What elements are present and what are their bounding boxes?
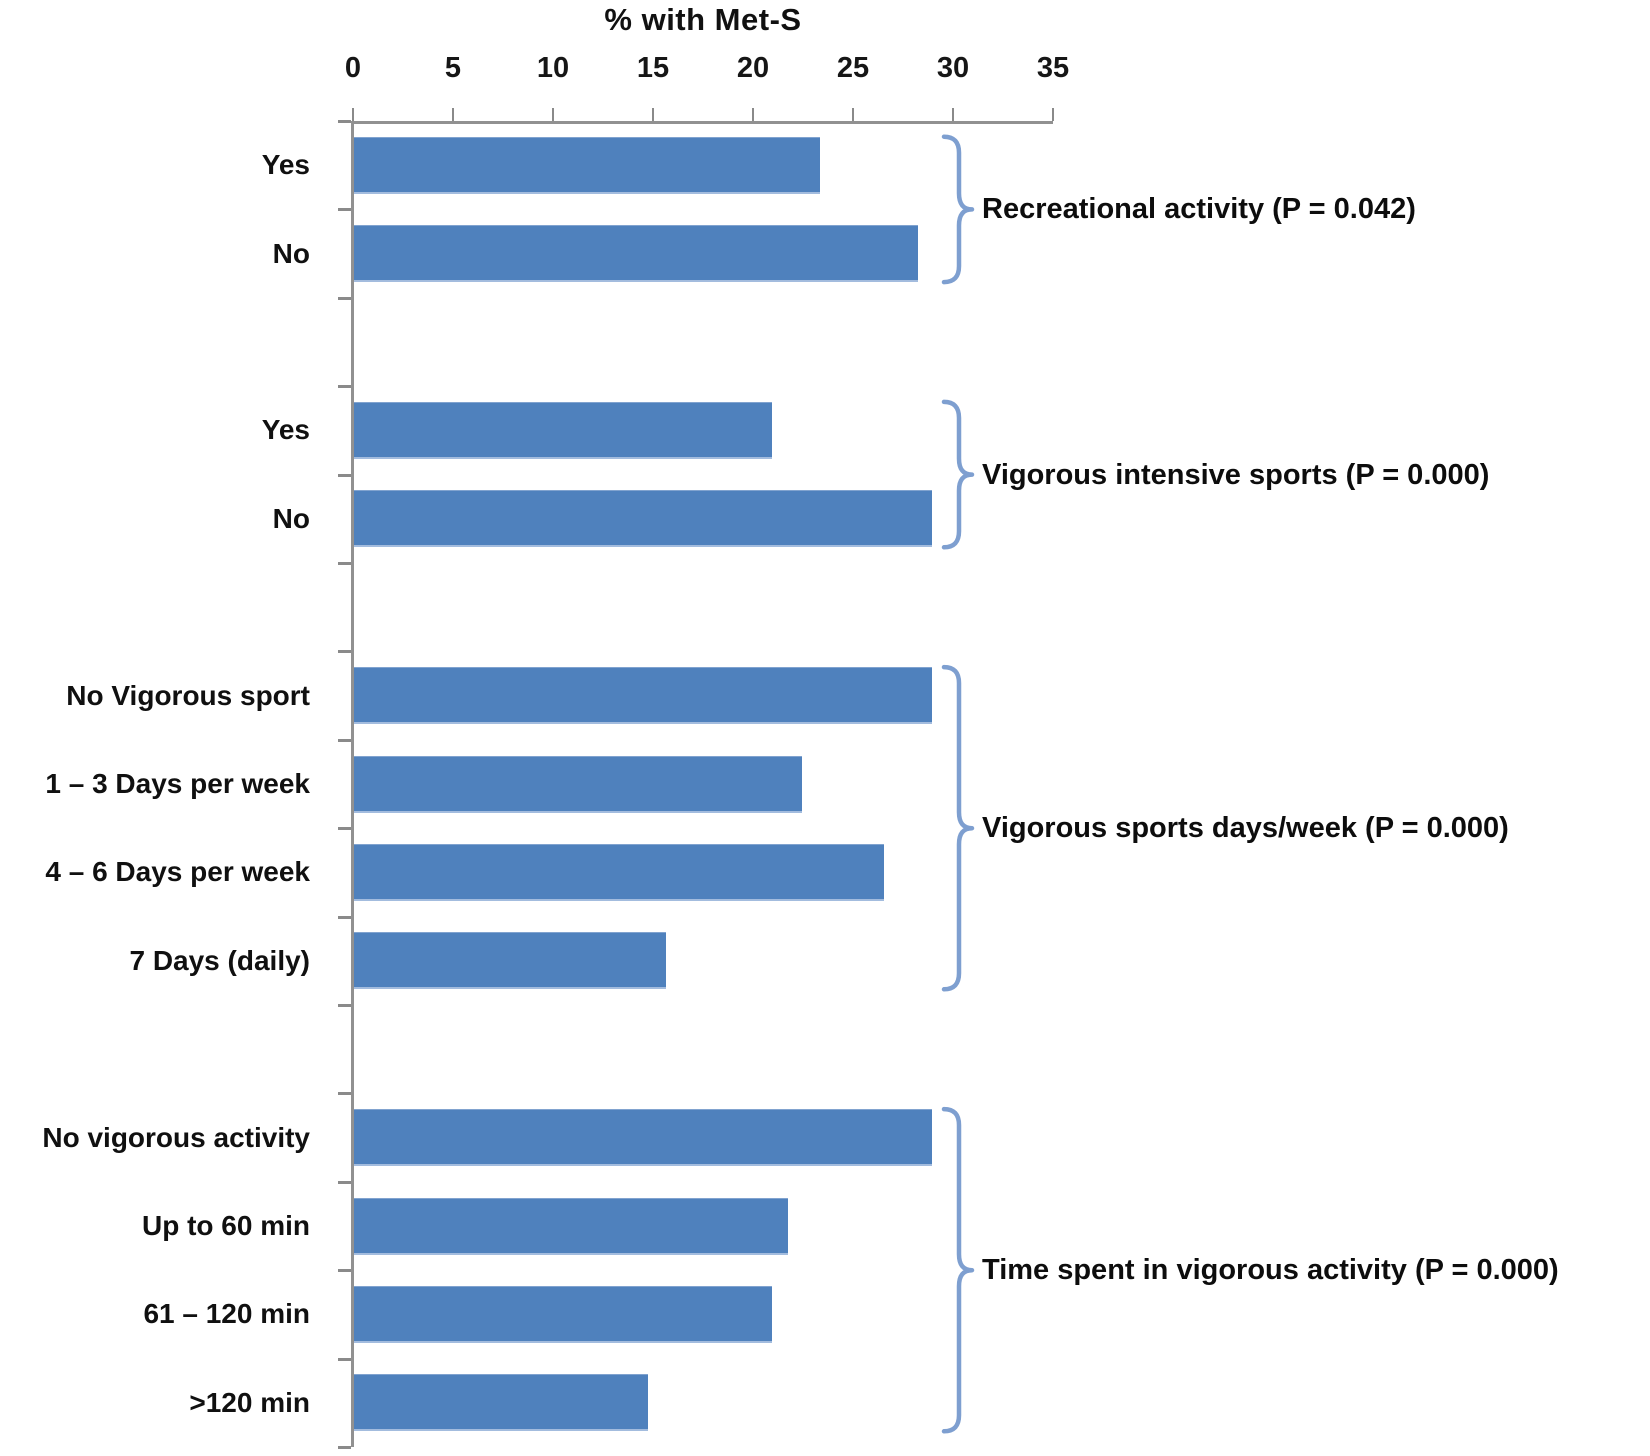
- x-tick-label: 10: [536, 52, 570, 84]
- y-axis-tick: [338, 120, 351, 123]
- bar: [354, 225, 918, 283]
- category-label: 61 – 120 min: [143, 1298, 310, 1330]
- bar: [354, 843, 884, 901]
- chart-title: % with Met-S: [604, 2, 802, 37]
- bar: [354, 1374, 648, 1432]
- group-label: Time spent in vigorous activity (P = 0.0…: [982, 1254, 1559, 1287]
- x-axis-tick: [952, 108, 954, 121]
- x-axis-tick: [652, 108, 654, 121]
- group-brace: [941, 1106, 975, 1434]
- x-axis-tick: [752, 108, 754, 121]
- bar: [354, 755, 802, 813]
- bar: [354, 667, 932, 725]
- x-tick-label: 5: [444, 52, 462, 84]
- category-label: No: [272, 502, 310, 534]
- y-axis-tick: [338, 738, 351, 742]
- y-axis-tick: [338, 208, 351, 212]
- x-tick-label: 20: [736, 52, 770, 84]
- group-label: Vigorous sports days/week (P = 0.000): [982, 812, 1509, 845]
- x-tick-label: 25: [836, 52, 870, 84]
- y-axis-tick: [338, 1269, 351, 1273]
- group-brace: [941, 399, 975, 550]
- x-axis-tick: [1052, 108, 1054, 121]
- x-axis-tick: [552, 108, 554, 121]
- category-label: 4 – 6 Days per week: [45, 856, 310, 888]
- x-tick-label: 0: [344, 52, 362, 84]
- y-axis-tick: [338, 915, 351, 919]
- bar: [354, 932, 666, 990]
- x-axis: [353, 121, 1053, 124]
- group-label: Recreational activity (P = 0.042): [982, 193, 1416, 226]
- group-label: Vigorous intensive sports (P = 0.000): [982, 458, 1490, 491]
- category-label: Yes: [261, 149, 310, 181]
- y-axis-tick: [338, 1092, 351, 1096]
- category-label: Up to 60 min: [141, 1210, 310, 1241]
- x-axis-tick: [852, 108, 854, 121]
- x-axis-tick: [352, 108, 354, 121]
- x-axis-tick: [452, 108, 454, 121]
- y-axis-tick: [338, 562, 351, 565]
- y-axis-tick: [338, 1446, 351, 1449]
- category-label: Yes: [261, 414, 310, 446]
- bar: [354, 136, 820, 194]
- y-axis-tick: [338, 1357, 351, 1361]
- bar: [354, 1109, 932, 1167]
- x-tick-label: 35: [1036, 52, 1070, 84]
- bar: [354, 1197, 788, 1255]
- y-axis-tick: [338, 296, 351, 300]
- x-tick-label: 30: [936, 52, 970, 84]
- category-label: >120 min: [189, 1386, 310, 1418]
- group-brace: [941, 664, 975, 992]
- bar: [354, 490, 932, 548]
- y-axis-tick: [338, 827, 351, 831]
- category-label: No: [272, 237, 310, 269]
- bar: [354, 401, 772, 459]
- category-label: No vigorous activity: [42, 1121, 310, 1153]
- x-tick-label: 15: [636, 52, 670, 84]
- y-axis-tick: [338, 385, 351, 389]
- category-label: 1 – 3 Days per week: [45, 768, 310, 799]
- y-axis-tick: [338, 1180, 351, 1184]
- group-brace: [941, 134, 975, 285]
- y-axis-tick: [338, 1004, 351, 1007]
- category-label: No Vigorous sport: [66, 679, 310, 711]
- y-axis: [351, 121, 354, 1447]
- category-label: 7 Days (daily): [129, 944, 310, 976]
- bar: [354, 1285, 772, 1343]
- y-axis-tick: [338, 650, 351, 654]
- y-axis-tick: [338, 473, 351, 477]
